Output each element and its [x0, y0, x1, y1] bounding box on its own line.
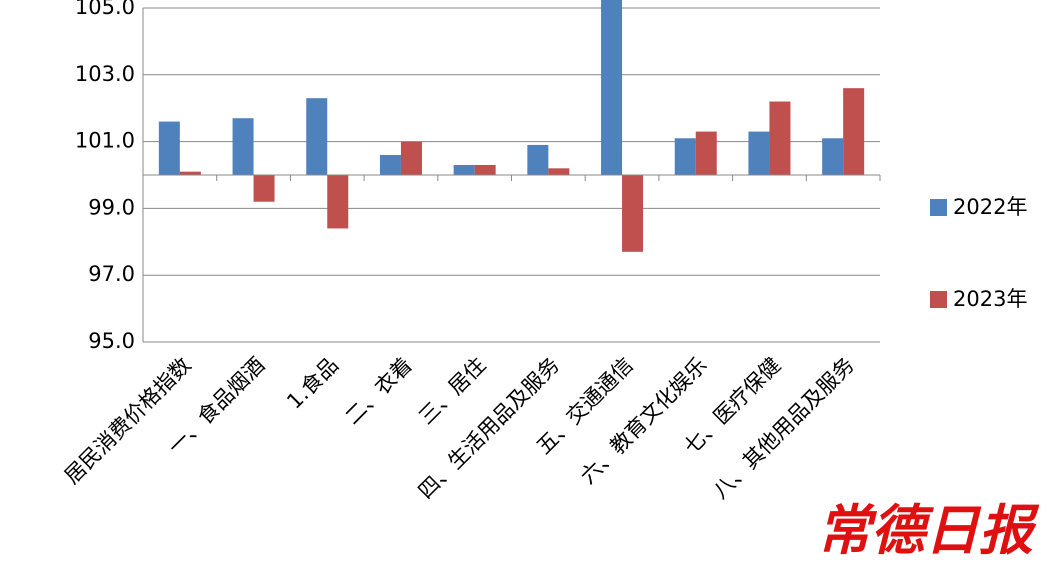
bar: [769, 101, 791, 175]
x-tick-label: 1.食品: [282, 353, 343, 414]
bar: [306, 98, 328, 175]
legend-label: 2022年: [953, 195, 1027, 219]
y-tick-label: 97.0: [88, 262, 135, 286]
y-tick-label: 99.0: [88, 195, 135, 219]
bar: [474, 164, 496, 175]
bar: [527, 144, 549, 175]
bar: [822, 138, 844, 175]
bar: [601, 0, 623, 175]
legend-label: 2023年: [953, 287, 1027, 311]
bar: [453, 164, 475, 175]
x-tick-label: 六、教育文化娱乐: [576, 353, 712, 489]
bar: [253, 175, 275, 202]
bar: [158, 121, 180, 175]
bar: [695, 131, 717, 175]
bar: [400, 141, 422, 175]
x-tick-label: 三、居住: [414, 353, 490, 429]
bar: [379, 154, 401, 175]
bar: [232, 118, 254, 175]
y-tick-label: 101.0: [75, 129, 135, 153]
bar: [179, 171, 201, 175]
x-tick-label: 四、生活用品及服务: [414, 353, 565, 504]
bar: [327, 175, 349, 229]
x-tick-label: 二、衣着: [340, 353, 416, 429]
bar: [622, 175, 644, 252]
y-tick-label: 95.0: [88, 329, 135, 353]
legend-swatch: [930, 291, 947, 308]
y-tick-label: 103.0: [75, 62, 135, 86]
bar: [748, 131, 770, 175]
y-tick-label: 105.0: [75, 0, 135, 19]
legend-swatch: [930, 199, 947, 216]
bar: [548, 168, 570, 175]
watermark: 常德日报: [817, 498, 1040, 562]
x-tick-label: 八、其他用品及服务: [708, 353, 859, 504]
bar: [843, 88, 865, 175]
x-tick-label: 居民消费价格指数: [60, 353, 196, 489]
bar: [674, 138, 696, 175]
